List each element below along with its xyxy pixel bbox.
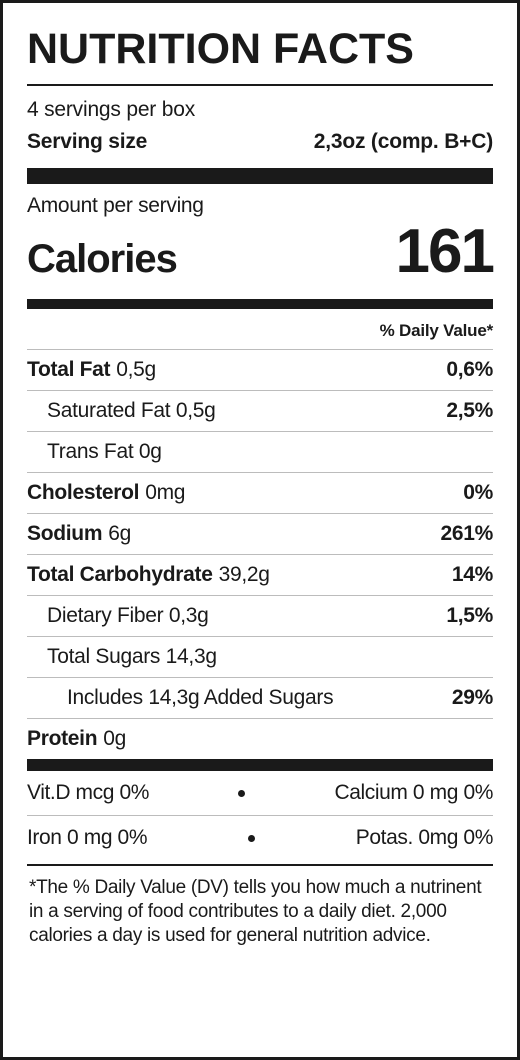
row-sodium: Sodium 6g 261% — [27, 513, 493, 554]
row-sat-fat: Saturated Fat 0,5g 2,5% — [27, 390, 493, 431]
row-protein: Protein 0g — [27, 718, 493, 759]
bullet-icon — [248, 835, 255, 842]
row-trans-fat: Trans Fat 0g — [27, 431, 493, 472]
amount: 6g — [108, 522, 131, 546]
pct: 29% — [452, 686, 493, 710]
potas: Potas. 0mg 0% — [356, 826, 493, 850]
serving-size-row: Serving size 2,3oz (comp. B+C) — [27, 130, 493, 154]
pct: 0,6% — [446, 358, 493, 382]
row-sugars: Total Sugars 14,3g — [27, 636, 493, 677]
label: Total Carbohydrate — [27, 563, 213, 587]
divider-slim — [27, 759, 493, 771]
divider-thick — [27, 168, 493, 184]
bullet-icon — [238, 790, 245, 797]
label: Trans Fat 0g — [27, 440, 162, 464]
row-cholesterol: Cholesterol 0mg 0% — [27, 472, 493, 513]
rule — [27, 864, 493, 866]
row-total-fat: Total Fat 0,5g 0,6% — [27, 349, 493, 390]
pct: 1,5% — [446, 604, 493, 628]
amount: 0g — [103, 727, 126, 751]
label: Total Sugars 14,3g — [27, 645, 217, 669]
serving-size-label: Serving size — [27, 130, 147, 154]
pct: 0% — [463, 481, 493, 505]
amount: 39,2g — [219, 563, 270, 587]
dv-header: % Daily Value* — [27, 309, 493, 349]
amount: 0,5g — [116, 358, 156, 382]
servings-per: 4 servings per box — [27, 98, 493, 122]
row-added-sugars: Includes 14,3g Added Sugars 29% — [27, 677, 493, 718]
rule — [27, 84, 493, 86]
row-carb: Total Carbohydrate 39,2g 14% — [27, 554, 493, 595]
calories-row: Calories 161 — [27, 216, 493, 287]
pct: 2,5% — [446, 399, 493, 423]
label: Cholesterol — [27, 481, 139, 505]
footnote: *The % Daily Value (DV) tells you how mu… — [27, 876, 493, 947]
amount-per-serving: Amount per serving — [27, 194, 493, 218]
label: Dietary Fiber 0,3g — [27, 604, 209, 628]
label: Sodium — [27, 522, 102, 546]
calcium: Calcium 0 mg 0% — [334, 781, 493, 805]
title: NUTRITION FACTS — [27, 25, 493, 74]
vitd: Vit.D mcg 0% — [27, 781, 149, 805]
amount: 0mg — [145, 481, 185, 505]
label: Includes 14,3g Added Sugars — [27, 686, 333, 710]
iron: Iron 0 mg 0% — [27, 826, 147, 850]
label: Total Fat — [27, 358, 110, 382]
row-fiber: Dietary Fiber 0,3g 1,5% — [27, 595, 493, 636]
nutrition-panel: NUTRITION FACTS 4 servings per box Servi… — [0, 0, 520, 1060]
calories-value: 161 — [396, 216, 493, 287]
label: Saturated Fat 0,5g — [27, 399, 216, 423]
micros-row-2: Iron 0 mg 0% Potas. 0mg 0% — [27, 815, 493, 860]
pct: 14% — [452, 563, 493, 587]
divider-med — [27, 299, 493, 309]
pct: 261% — [440, 522, 493, 546]
calories-label: Calories — [27, 237, 177, 282]
micros-row-1: Vit.D mcg 0% Calcium 0 mg 0% — [27, 771, 493, 815]
label: Protein — [27, 727, 97, 751]
serving-size-value: 2,3oz (comp. B+C) — [314, 130, 493, 154]
